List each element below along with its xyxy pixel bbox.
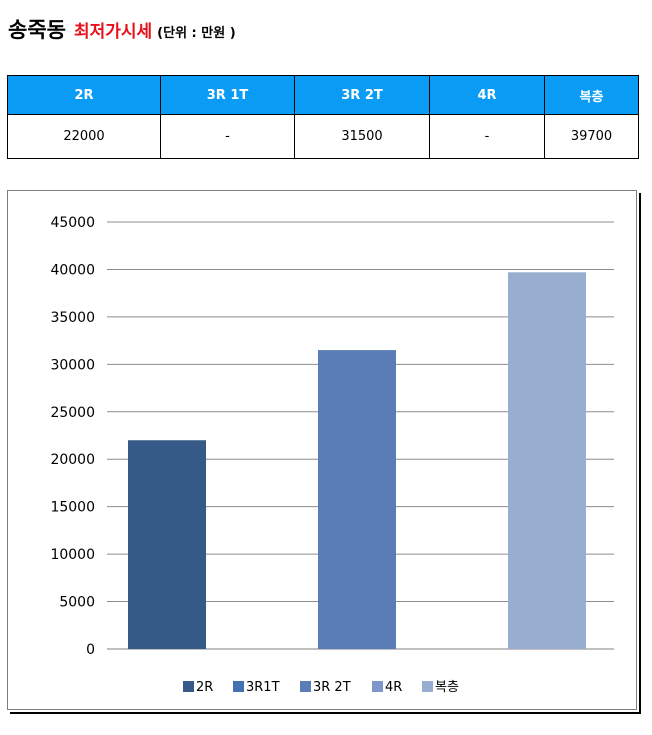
unit-label: (단위 : 만원 ) [157, 26, 236, 41]
price-table: 2R 3R 1T 3R 2T 4R 복층 22000 - 31500 - 397… [7, 75, 639, 159]
table-header-row: 2R 3R 1T 3R 2T 4R 복층 [7, 75, 639, 115]
legend-swatch [422, 681, 433, 692]
legend-swatch [233, 681, 244, 692]
table-row: 22000 - 31500 - 39700 [7, 114, 639, 159]
legend-swatch [372, 681, 383, 692]
table-cell: - [429, 114, 545, 159]
bar-2R [128, 440, 206, 649]
y-tick-label: 20000 [50, 452, 95, 468]
y-tick-label: 5000 [59, 595, 95, 611]
y-tick-label: 40000 [50, 262, 95, 278]
column-header: 4R [429, 75, 545, 115]
y-tick-label: 25000 [50, 405, 95, 421]
legend-label: 2R [196, 680, 213, 695]
title-label: 최저가시세 [73, 22, 153, 42]
column-header: 복층 [544, 75, 639, 115]
y-tick-label: 0 [86, 642, 95, 658]
legend-label: 4R [385, 680, 402, 695]
chart-frame: 0 5000 10000 15000 20000 25000 30000 35000 40000… [7, 190, 637, 710]
bar-복층 [508, 272, 586, 649]
location-name: 송죽동 [8, 18, 66, 42]
legend-label: 복층 [435, 680, 459, 695]
bar-3R-2T [318, 350, 396, 649]
column-header: 3R 1T [160, 75, 295, 115]
legend-swatch [300, 681, 311, 692]
table-cell: 22000 [7, 114, 161, 159]
y-tick-label: 35000 [50, 310, 95, 326]
y-tick-label: 30000 [50, 357, 95, 373]
table-cell: - [160, 114, 295, 159]
table-cell: 39700 [544, 114, 639, 159]
y-tick-label: 10000 [50, 547, 95, 563]
legend-label: 3R1T [246, 680, 280, 695]
y-tick-label: 45000 [50, 215, 95, 231]
column-header: 2R [7, 75, 161, 115]
legend-label: 3R 2T [313, 680, 351, 695]
legend-swatch [183, 681, 194, 692]
column-header: 3R 2T [294, 75, 430, 115]
page-title: 송죽동 최저가시세 (단위 : 만원 ) [8, 14, 236, 42]
table-cell: 31500 [294, 114, 430, 159]
bar-chart: 0 5000 10000 15000 20000 25000 30000 35000 40000… [50, 215, 614, 695]
y-tick-label: 15000 [50, 500, 95, 516]
